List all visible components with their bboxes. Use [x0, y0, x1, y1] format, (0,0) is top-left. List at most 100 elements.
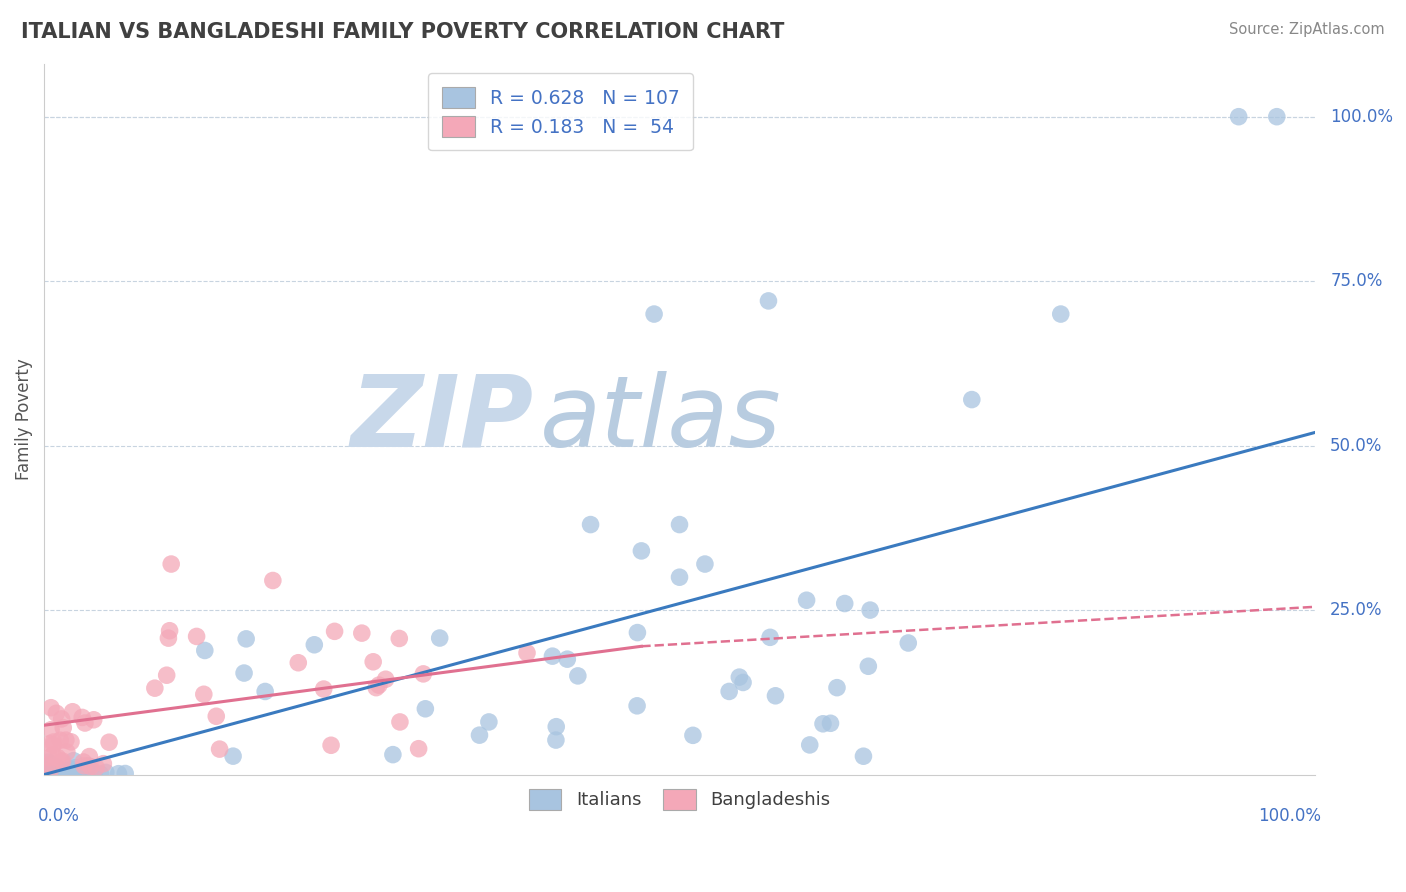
Point — [157, 631, 180, 645]
Point — [567, 669, 589, 683]
Point — [42, 764, 65, 778]
Point — [546, 720, 568, 734]
Point — [51, 766, 73, 780]
Point — [381, 747, 404, 762]
Point — [811, 716, 834, 731]
Point — [42, 738, 65, 752]
Point — [38, 766, 60, 780]
Point — [143, 681, 166, 695]
Point — [46, 750, 69, 764]
Point — [52, 766, 75, 780]
Point — [37, 755, 59, 769]
Point — [35, 767, 58, 781]
Point — [1265, 110, 1288, 124]
Text: ZIP: ZIP — [350, 371, 533, 467]
Point — [728, 670, 751, 684]
Point — [254, 684, 277, 698]
Point — [52, 754, 75, 768]
Point — [46, 767, 69, 781]
Point — [93, 756, 115, 771]
Point — [304, 638, 326, 652]
Point — [516, 646, 538, 660]
Point — [765, 689, 787, 703]
Point — [38, 750, 60, 764]
Point — [35, 758, 58, 772]
Point — [41, 767, 63, 781]
Point — [52, 721, 75, 735]
Point — [367, 678, 389, 692]
Point — [56, 745, 79, 759]
Point — [758, 293, 780, 308]
Point — [759, 630, 782, 644]
Point — [834, 597, 856, 611]
Point — [718, 684, 741, 698]
Text: 100.0%: 100.0% — [1258, 806, 1322, 824]
Text: Source: ZipAtlas.com: Source: ZipAtlas.com — [1229, 22, 1385, 37]
Point — [46, 764, 69, 779]
Point — [51, 755, 73, 769]
Point — [42, 748, 65, 763]
Point — [859, 603, 882, 617]
Point — [626, 698, 648, 713]
Point — [114, 766, 136, 780]
Point — [579, 517, 602, 532]
Point — [39, 766, 62, 780]
Point — [429, 631, 451, 645]
Point — [37, 766, 59, 780]
Point — [56, 767, 79, 781]
Point — [42, 764, 65, 778]
Point — [62, 764, 84, 779]
Point — [852, 749, 875, 764]
Point — [193, 687, 215, 701]
Point — [796, 593, 818, 607]
Point — [37, 765, 59, 780]
Point — [39, 700, 62, 714]
Point — [159, 624, 181, 638]
Point — [55, 733, 77, 747]
Point — [668, 570, 690, 584]
Point — [79, 759, 101, 773]
Point — [34, 767, 56, 781]
Point — [544, 733, 567, 747]
Point — [42, 735, 65, 749]
Point — [630, 544, 652, 558]
Point — [79, 763, 101, 777]
Point — [39, 765, 62, 780]
Text: atlas: atlas — [540, 371, 782, 467]
Point — [388, 714, 411, 729]
Point — [39, 766, 62, 780]
Point — [960, 392, 983, 407]
Point — [83, 713, 105, 727]
Point — [160, 557, 183, 571]
Point — [51, 767, 73, 781]
Point — [65, 761, 87, 775]
Point — [1227, 110, 1250, 124]
Point — [52, 766, 75, 780]
Point — [643, 307, 665, 321]
Point — [77, 758, 100, 772]
Point — [820, 716, 842, 731]
Point — [156, 668, 179, 682]
Y-axis label: Family Poverty: Family Poverty — [15, 359, 32, 480]
Point — [186, 629, 208, 643]
Point — [858, 659, 880, 673]
Point — [361, 655, 384, 669]
Point — [45, 760, 67, 774]
Point — [682, 728, 704, 742]
Point — [731, 675, 754, 690]
Point — [73, 759, 96, 773]
Point — [233, 666, 256, 681]
Point — [60, 764, 83, 779]
Point — [59, 735, 82, 749]
Point — [235, 632, 257, 646]
Point — [98, 735, 121, 749]
Point — [42, 765, 65, 780]
Point — [668, 517, 690, 532]
Point — [37, 765, 59, 780]
Point — [62, 754, 84, 768]
Point — [89, 767, 111, 781]
Point — [70, 763, 93, 777]
Text: 25.0%: 25.0% — [1330, 601, 1382, 619]
Point — [41, 765, 63, 780]
Point — [49, 733, 72, 747]
